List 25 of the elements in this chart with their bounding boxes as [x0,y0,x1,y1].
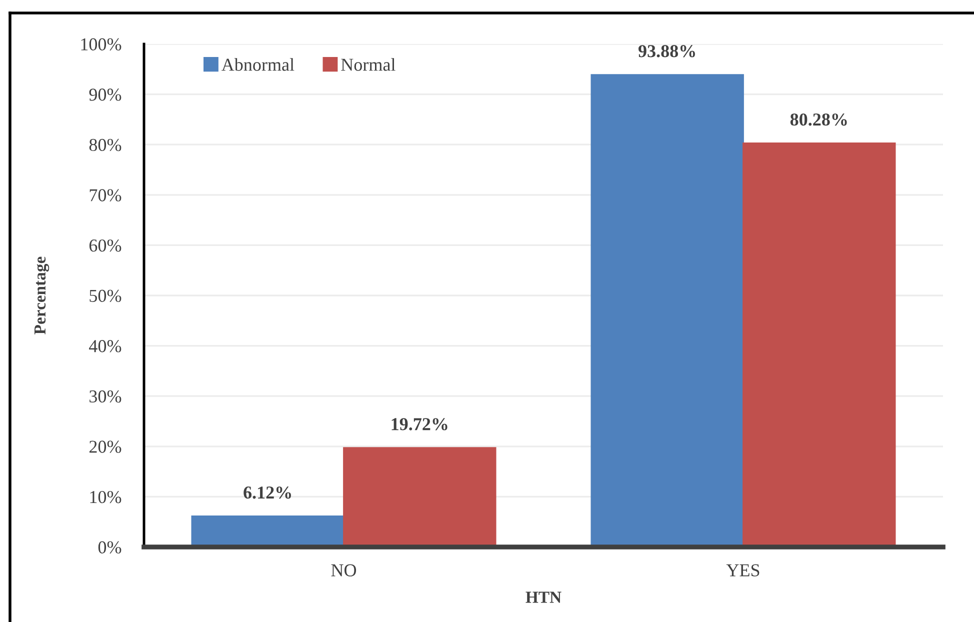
data-label: 6.12% [244,486,291,499]
bar [590,74,744,547]
legend-label: Abnormal [222,58,294,71]
bar [191,516,344,547]
y-tick-label: 80% [89,138,122,152]
y-tick-label: 70% [90,189,122,202]
y-axis-title: Percentage [34,256,50,334]
y-tick-label: 60% [89,239,122,252]
y-tick-label: 50% [90,290,122,302]
bar [343,447,496,547]
y-tick-label: 40% [89,340,122,352]
bar [742,142,896,547]
y-tick-label: 30% [90,390,122,403]
legend-label: Normal [341,58,396,71]
x-axis-title: HTN [526,592,562,603]
y-tick-label: 100% [81,38,122,50]
y-tick-label: 0% [98,541,122,554]
data-label: 93.88% [638,45,695,58]
y-tick-label: 90% [89,88,122,101]
y-tick-label: 10% [90,490,122,504]
data-label: 80.28% [790,113,847,126]
y-tick-label: 20% [89,440,122,453]
data-label: 19.72% [392,418,448,430]
x-tick-label: YES [726,564,760,576]
x-tick-label: NO [331,564,356,576]
